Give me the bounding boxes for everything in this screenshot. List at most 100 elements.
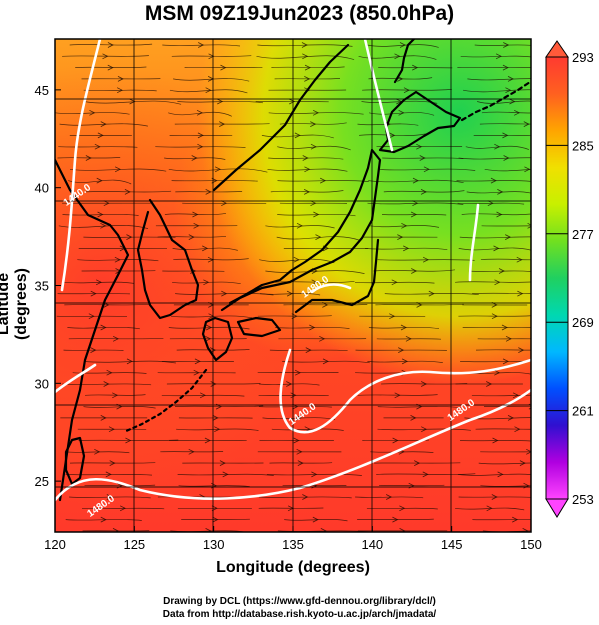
streamline-arrow: [208, 53, 215, 60]
streamline: [170, 315, 253, 319]
coastline-korea: [136, 198, 200, 320]
streamline: [266, 473, 362, 476]
streamline: [463, 89, 531, 93]
streamline-arrow: [221, 200, 228, 207]
streamline-arrow: [422, 256, 430, 263]
streamline-arrow: [400, 324, 407, 331]
streamline-arrow: [294, 132, 301, 139]
streamline: [259, 293, 321, 296]
streamline: [362, 89, 452, 91]
streamline: [458, 247, 531, 251]
streamline-arrow: [527, 222, 531, 229]
streamline-arrow: [497, 471, 504, 478]
streamline-arrow: [513, 109, 521, 116]
streamline: [475, 349, 531, 351]
streamline: [169, 89, 248, 94]
streamline: [274, 280, 355, 283]
streamline-arrow: [192, 211, 199, 218]
streamline-arrow: [403, 87, 410, 94]
streamline-arrow: [90, 290, 97, 297]
streamline: [477, 100, 531, 104]
streamline-arrow: [297, 460, 304, 466]
streamline-arrow: [420, 189, 427, 195]
streamline-arrow: [94, 143, 101, 150]
streamline: [373, 269, 456, 272]
x-tick-label: 130: [203, 537, 225, 552]
streamline-arrow: [126, 358, 133, 365]
streamline-arrow: [392, 437, 399, 444]
streamline-arrow: [191, 155, 198, 161]
streamline-arrow: [214, 426, 221, 433]
streamline-arrow: [100, 324, 107, 331]
streamline: [376, 473, 476, 475]
streamline: [168, 168, 268, 173]
streamline-arrow: [421, 426, 428, 433]
streamline-arrow: [304, 76, 311, 82]
streamline: [173, 258, 249, 261]
streamline-arrow: [428, 290, 435, 297]
streamline: [465, 145, 530, 150]
streamline-arrow: [88, 313, 95, 320]
streamline: [472, 292, 531, 295]
streamline-arrow: [311, 471, 318, 478]
streamline-arrow: [398, 347, 405, 353]
streamline-arrow: [217, 98, 224, 105]
streamline: [182, 202, 267, 205]
streamline-arrow: [492, 437, 499, 444]
streamline: [478, 462, 531, 465]
grid: [55, 39, 531, 532]
streamline: [377, 428, 471, 431]
colorbar-scale: [545, 56, 569, 500]
streamline-arrow: [199, 392, 207, 399]
streamline-arrow: [286, 290, 293, 297]
x-tick-label: 140: [361, 537, 383, 552]
coastline-taiwan: [64, 436, 86, 486]
streamline-arrow: [524, 166, 531, 173]
streamline: [84, 190, 172, 193]
coastline-honshu-south: [294, 238, 380, 314]
credit-data-source: Data from http://database.rish.kyoto-u.a…: [162, 609, 437, 620]
streamline-arrow: [311, 279, 318, 286]
streamline-arrow: [112, 528, 119, 532]
streamline: [78, 439, 179, 441]
streamline: [369, 225, 440, 228]
streamline: [172, 247, 238, 251]
streamline: [177, 100, 264, 104]
streamline: [65, 473, 153, 476]
streamline-arrow: [502, 64, 509, 71]
streamline-arrow: [507, 76, 514, 82]
streamline: [359, 133, 426, 136]
x-tick-label: 145: [441, 537, 463, 552]
streamline-arrow: [290, 392, 297, 399]
streamline-arrow: [296, 448, 303, 455]
streamline-arrow: [494, 143, 501, 150]
streamline-arrow: [100, 121, 107, 127]
streamline-arrow: [422, 471, 429, 478]
streamline: [161, 394, 245, 397]
streamline: [455, 507, 525, 511]
streamline: [168, 111, 232, 117]
streamline-arrow: [423, 166, 430, 173]
height-contour-line: [55, 363, 97, 394]
streamline-arrow: [496, 211, 503, 218]
streamline-arrow: [412, 64, 419, 71]
streamline-arrow: [116, 87, 124, 94]
streamline: [277, 145, 351, 151]
colorbar-tick-label: 277: [572, 227, 594, 242]
streamline: [378, 484, 445, 487]
streamline-arrow: [486, 381, 493, 387]
streamline: [383, 190, 465, 193]
streamline: [75, 66, 147, 69]
streamline: [378, 168, 476, 171]
y-tick-label: 25: [35, 474, 49, 489]
streamline-arrow: [309, 324, 316, 331]
streamline: [277, 180, 369, 182]
height-contour-line: [279, 348, 531, 434]
streamline: [354, 281, 435, 284]
streamline-arrow: [414, 460, 421, 466]
y-axis-ticks: 25 30 35 40 45: [35, 83, 61, 489]
streamline-arrow: [304, 64, 311, 71]
streamline: [55, 112, 130, 115]
streamline-arrow: [420, 381, 428, 387]
streamline: [271, 428, 344, 431]
